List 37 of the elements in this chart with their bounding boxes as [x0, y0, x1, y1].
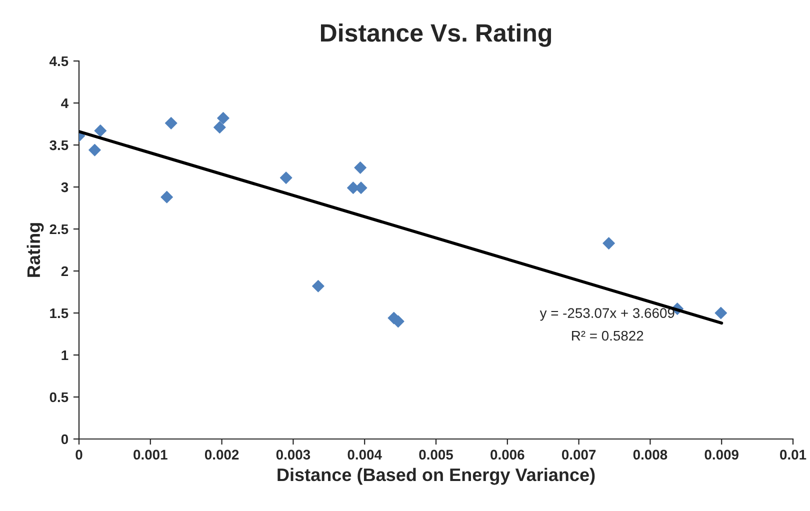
annotation: R² = 0.5822	[572, 330, 644, 341]
x-axis-title: Distance (Based on Energy Variance)	[278, 468, 595, 485]
x-tick-label: 0.005	[419, 450, 453, 460]
y-tick-label: 0	[61, 434, 68, 444]
y-tick-label: 3.5	[50, 140, 68, 150]
y-tick-label: 1.5	[50, 308, 68, 318]
x-tick-label: 0	[76, 450, 82, 460]
y-tick-label: 3	[61, 182, 68, 192]
point	[602, 237, 615, 250]
point	[280, 172, 292, 184]
x-tick-label: 0.01	[780, 450, 806, 460]
y-tick-label: 2	[61, 266, 68, 276]
x-tick-label: 0.001	[134, 450, 168, 460]
point	[88, 144, 101, 156]
point	[714, 306, 728, 320]
point	[160, 190, 173, 204]
y-tick-label: 4.5	[49, 56, 68, 66]
y-tick-label: 1	[62, 350, 68, 360]
y-axis-title: Rating	[26, 223, 44, 277]
x-tick-label: 0.002	[204, 450, 239, 460]
chart-title: Distance Vs. Rating	[320, 23, 552, 47]
point	[217, 112, 230, 124]
x-tick-label: 0.007	[562, 450, 596, 460]
x-tick-label: 0.008	[633, 450, 668, 460]
y-tick-label: 0.5	[50, 392, 68, 402]
x-tick-label: 0.006	[490, 450, 524, 460]
point	[354, 162, 366, 174]
point	[164, 117, 178, 130]
x-tick-label: 0.009	[704, 450, 738, 460]
point	[94, 124, 107, 137]
x-tick-label: 0.004	[348, 450, 382, 460]
point	[214, 121, 226, 134]
y-tick-label: 2.5	[50, 224, 68, 234]
annotation: y = -253.07x + 3.6609	[540, 308, 674, 321]
y-tick-label: 4	[61, 98, 69, 108]
x-tick-label: 0.003	[276, 450, 310, 460]
point	[312, 280, 324, 292]
